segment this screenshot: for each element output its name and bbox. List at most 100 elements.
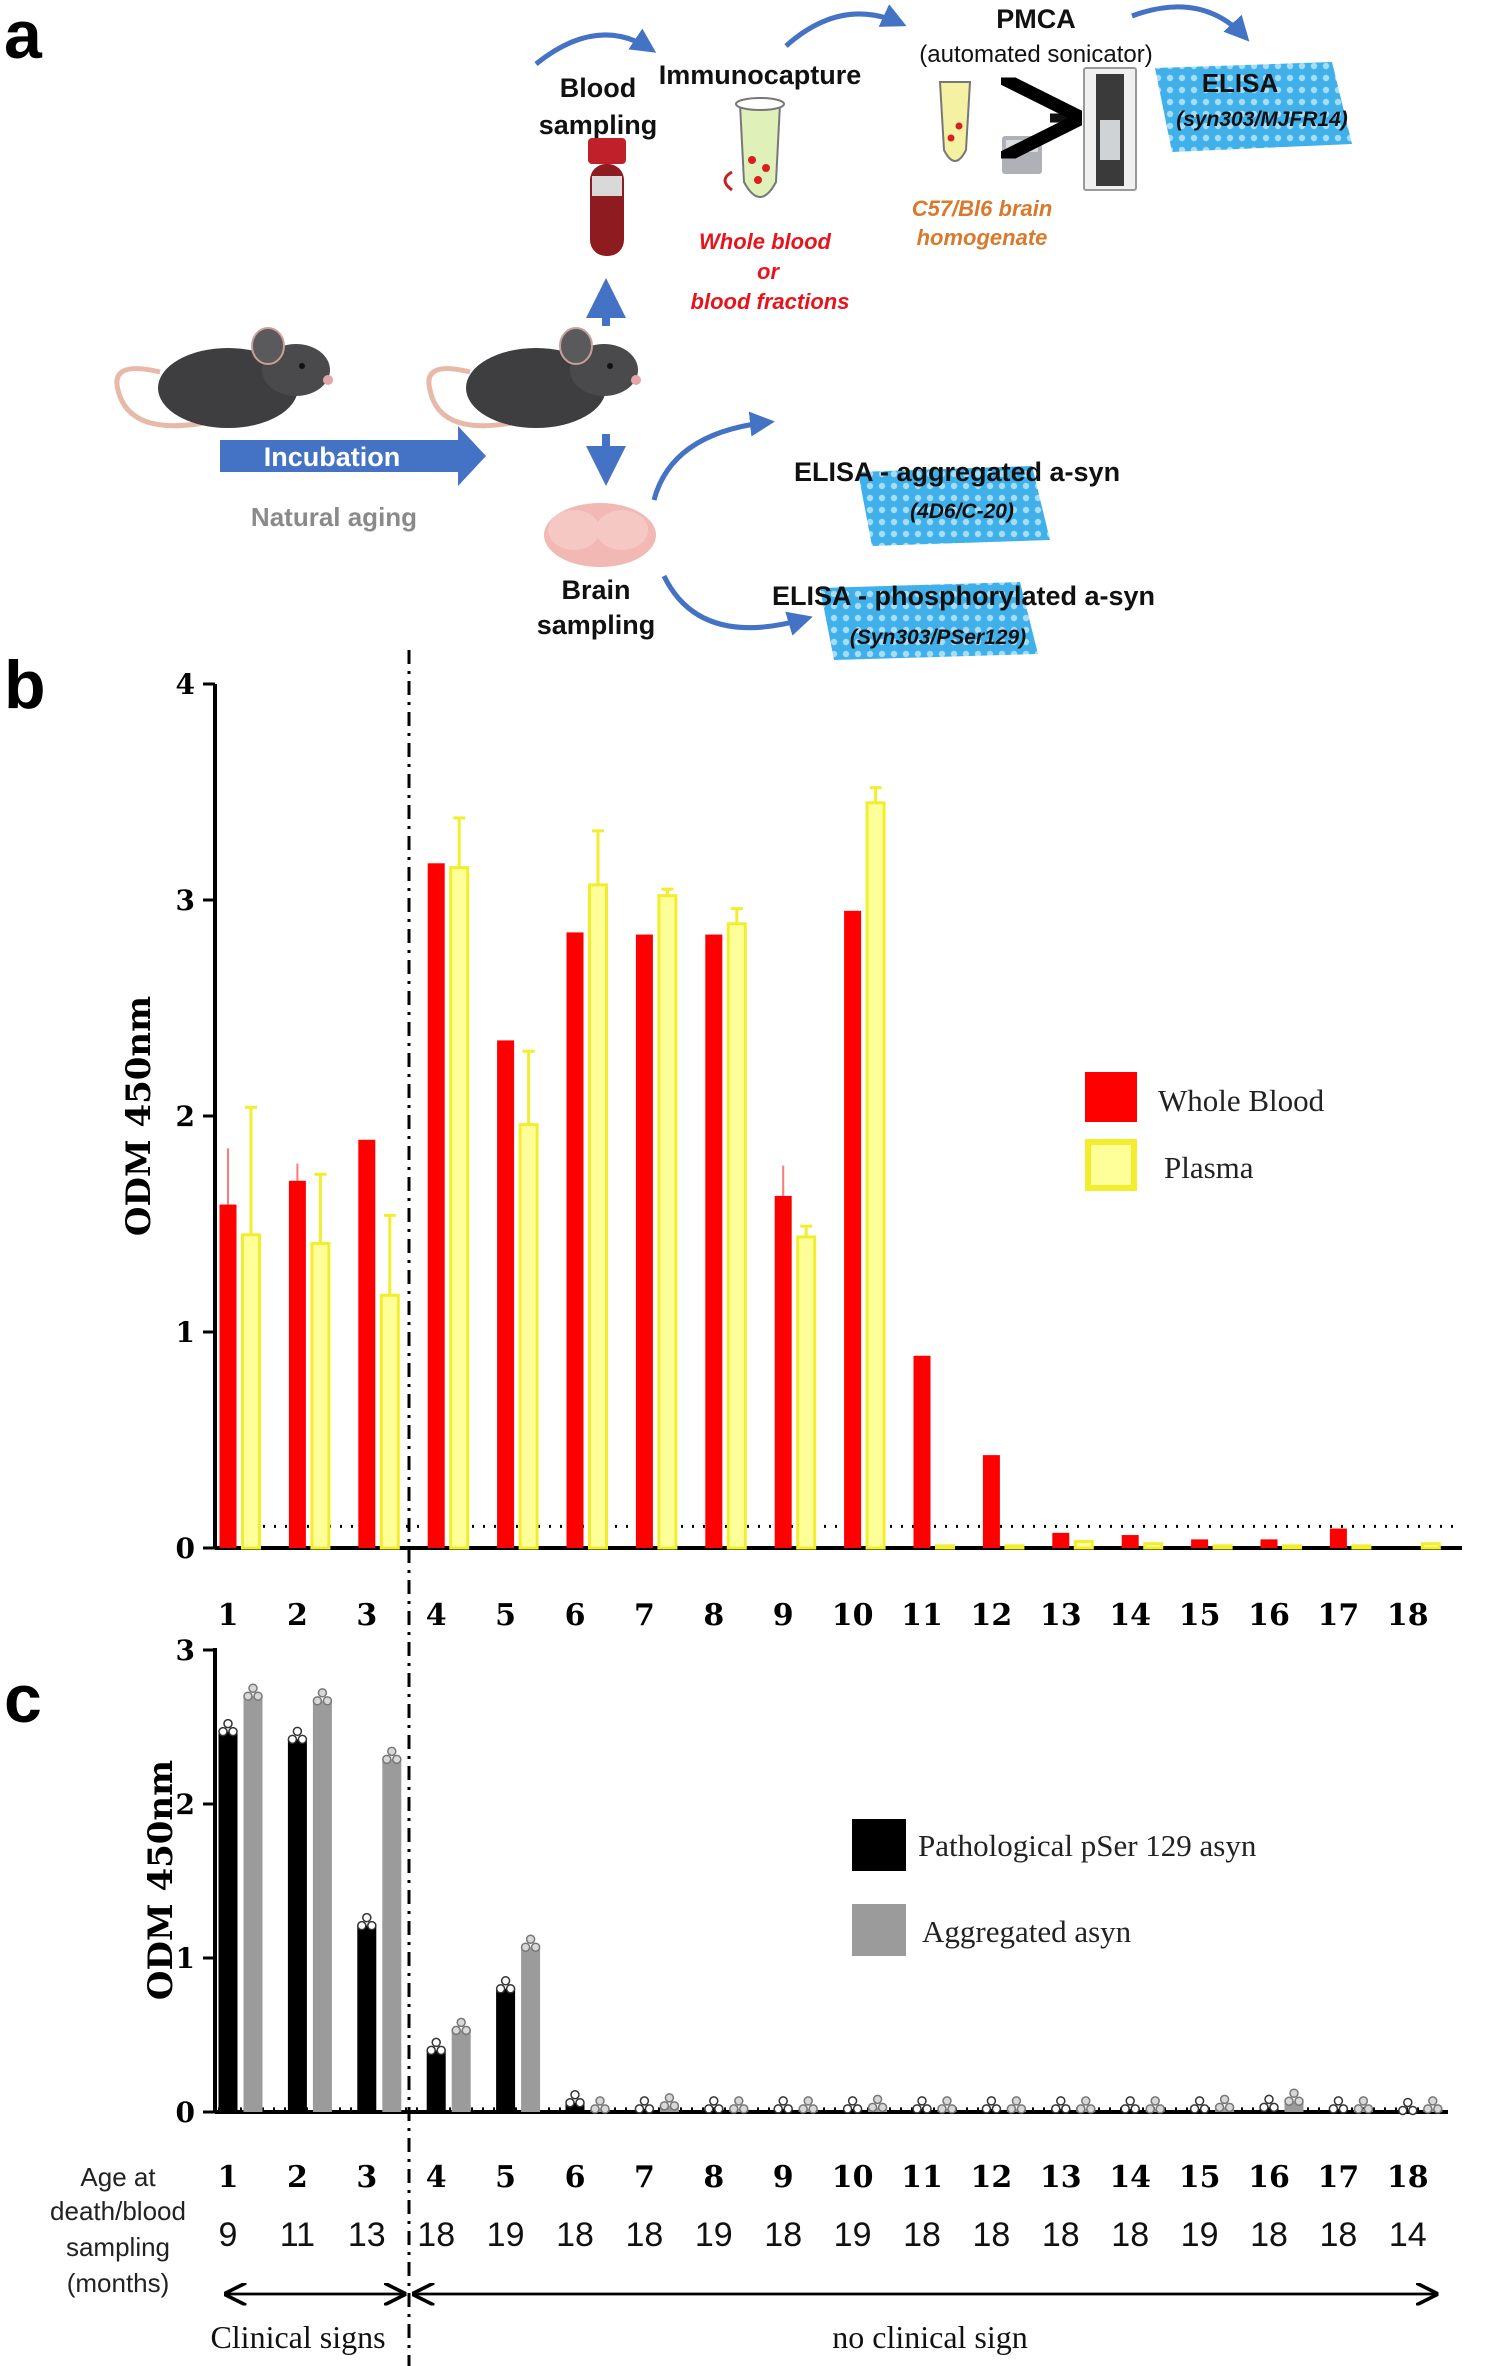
replicate-dot-aggregated	[595, 2096, 605, 2106]
replicate-dot-aggregated	[1219, 2094, 1230, 2105]
age-value: 19	[834, 2216, 872, 2254]
bar-whole-blood	[427, 863, 445, 1548]
replicate-dot-aggregated	[734, 2096, 744, 2106]
category-label-c: 6	[565, 2160, 586, 2195]
replicate-dot-pser	[575, 2098, 585, 2108]
replicate-dot-aggregated	[877, 2102, 888, 2113]
replicate-dot-pser	[1056, 2096, 1066, 2106]
y-tick-label-c: 0	[176, 2096, 195, 2129]
replicate-dot-pser	[709, 2096, 719, 2106]
legend-label-pser: Pathological pSer 129 asyn	[918, 1828, 1257, 1863]
arrow-brain-to-phospho	[661, 574, 813, 636]
bar-plasma	[1143, 1542, 1164, 1550]
replicate-dot-pser	[297, 1734, 308, 1745]
replicate-dot-pser	[773, 2104, 783, 2114]
age-value: 13	[348, 2216, 386, 2254]
bar-whole-blood	[635, 934, 653, 1548]
y-tick-label-b: 0	[176, 1532, 195, 1565]
arrow-blood-to-immunocapture	[534, 28, 657, 66]
replicate-dot-aggregated	[1353, 2104, 1364, 2114]
bar-pser	[565, 2102, 585, 2112]
replicate-dot-aggregated	[1076, 2104, 1086, 2114]
age-value: 18	[903, 2216, 941, 2254]
category-label-c: 1	[218, 2160, 239, 2195]
y-tick-label-c: 3	[176, 1634, 195, 1667]
category-label-b: 14	[1109, 1598, 1151, 1633]
or-label: or	[757, 259, 780, 284]
bar-aggregated	[729, 2108, 749, 2112]
bar-pser	[1259, 2107, 1279, 2112]
bar-whole-blood	[1329, 1528, 1347, 1548]
legend-swatch-whole-blood	[1085, 1072, 1137, 1122]
bar-aggregated	[312, 1700, 332, 2112]
bar-aggregated	[1284, 2101, 1304, 2112]
y-axis-title-c: ODM 450nm	[141, 1760, 181, 2000]
brain-homogenate-label-1: C57/Bl6 brain	[912, 196, 1053, 221]
replicate-dot-aggregated	[803, 2096, 813, 2106]
bars-c	[218, 1683, 1443, 2116]
y-tick-label-b: 2	[176, 1100, 195, 1133]
y-tick-label-c: 2	[176, 1788, 195, 1821]
replicate-dot-pser	[852, 2104, 863, 2114]
age-value: 18	[1250, 2216, 1288, 2254]
bars-b	[219, 786, 1441, 1550]
replicate-dot-pser	[1125, 2096, 1135, 2106]
replicate-dot-pser	[1333, 2096, 1344, 2106]
category-label-b: 2	[287, 1598, 308, 1633]
bar-plasma	[449, 866, 470, 1550]
age-value: 18	[1319, 2216, 1357, 2254]
bar-aggregated	[382, 1759, 402, 2112]
replicate-dot-aggregated	[600, 2104, 610, 2114]
category-label-b: 16	[1248, 1598, 1290, 1633]
category-label-c: 13	[1040, 2160, 1082, 2195]
mouse-aged-icon	[426, 327, 641, 429]
bar-whole-blood	[982, 1455, 1000, 1548]
bar-aggregated	[451, 2030, 471, 2112]
sonicator-icon	[1002, 67, 1137, 191]
age-value: 18	[625, 2216, 663, 2254]
replicate-dot-aggregated	[1358, 2096, 1369, 2106]
bar-aggregated	[868, 2107, 888, 2112]
age-value: 19	[1181, 2216, 1219, 2254]
bar-pser	[426, 2050, 446, 2112]
elisa-phospho-antibodies: (Syn303/PSer129)	[850, 626, 1026, 649]
replicate-dot-aggregated	[312, 1696, 323, 1706]
replicate-dot-aggregated	[243, 1691, 253, 1701]
bar-aggregated	[1353, 2108, 1373, 2112]
replicate-dot-pser	[1194, 2096, 1205, 2106]
bar-aggregated	[659, 2105, 679, 2112]
bar-whole-blood	[288, 1180, 306, 1548]
replicate-dot-aggregated	[1294, 2096, 1304, 2106]
bar-plasma	[1420, 1542, 1441, 1550]
replicate-dot-aggregated	[659, 2101, 670, 2111]
bar-plasma	[1282, 1544, 1302, 1550]
category-label-c: 2	[287, 2160, 308, 2195]
panel-a: a Blood sampling Immunocapture Whole blo…	[4, 0, 1352, 660]
replicate-dot-aggregated	[525, 1934, 536, 1944]
category-label-b: 6	[565, 1598, 586, 1633]
bar-whole-blood	[219, 1204, 237, 1548]
replicate-dot-aggregated	[1081, 2096, 1091, 2106]
category-label-b: 18	[1387, 1598, 1429, 1633]
legend-swatch-pser	[852, 1819, 906, 1871]
replicate-dot-pser	[1403, 2097, 1413, 2108]
immunocapture-label: Immunocapture	[659, 60, 862, 90]
bar-pser	[704, 2108, 724, 2112]
replicate-dot-pser	[500, 1976, 511, 1986]
bar-plasma	[796, 1235, 817, 1550]
elisa-phospho-label: ELISA - phosphorylated a-syn	[772, 581, 1155, 611]
bar-whole-blood	[358, 1139, 376, 1548]
bar-plasma	[310, 1241, 331, 1550]
replicate-dot-pser	[287, 1734, 298, 1745]
bar-plasma	[1212, 1544, 1233, 1550]
replicate-dot-pser	[223, 1718, 233, 1729]
pmca-tube-icon	[938, 81, 972, 162]
whole-blood-label: Whole blood	[699, 229, 832, 254]
age-value: 14	[1389, 2216, 1427, 2254]
replicate-dot-aggregated	[1284, 2096, 1294, 2106]
legend-label-plasma: Plasma	[1164, 1150, 1254, 1185]
replicate-dot-pser	[634, 2104, 645, 2114]
brain-sampling-label-2: sampling	[537, 610, 656, 640]
age-value: 18	[1111, 2216, 1149, 2254]
